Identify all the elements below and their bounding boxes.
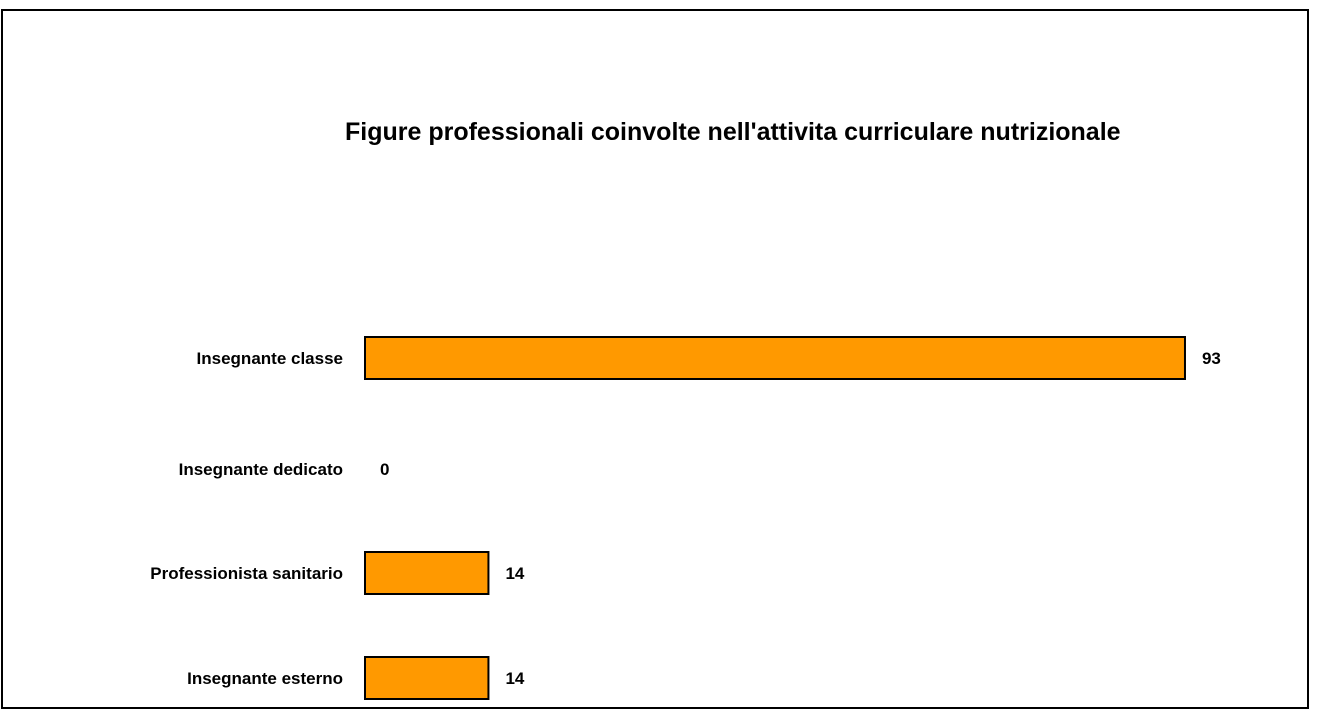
chart-title: Figure professionali coinvolte nell'atti… [345, 118, 1121, 146]
value-label-insegnante-classe: 93 [1202, 349, 1221, 368]
category-label-insegnante-classe: Insegnante classe [197, 349, 343, 368]
bar-chart: Figure professionali coinvolte nell'atti… [150, 118, 1221, 700]
category-label-professionista-sanitario: Professionista sanitario [150, 564, 343, 583]
value-label-insegnante-dedicato: 0 [380, 460, 389, 479]
chart-frame: Figure professionali coinvolte nell'atti… [1, 9, 1309, 709]
value-label-insegnante-esterno: 14 [505, 669, 524, 688]
bar-insegnante-esterno [364, 656, 490, 700]
chart-marks: Insegnante classe 93 Insegnante dedicato 0 P… [150, 336, 1221, 700]
bar-insegnante-classe [364, 336, 1186, 380]
category-label-insegnante-dedicato: Insegnante dedicato [179, 460, 343, 479]
bar-professionista-sanitario [364, 551, 490, 595]
category-label-insegnante-esterno: Insegnante esterno [187, 669, 343, 688]
value-label-professionista-sanitario: 14 [505, 564, 524, 583]
